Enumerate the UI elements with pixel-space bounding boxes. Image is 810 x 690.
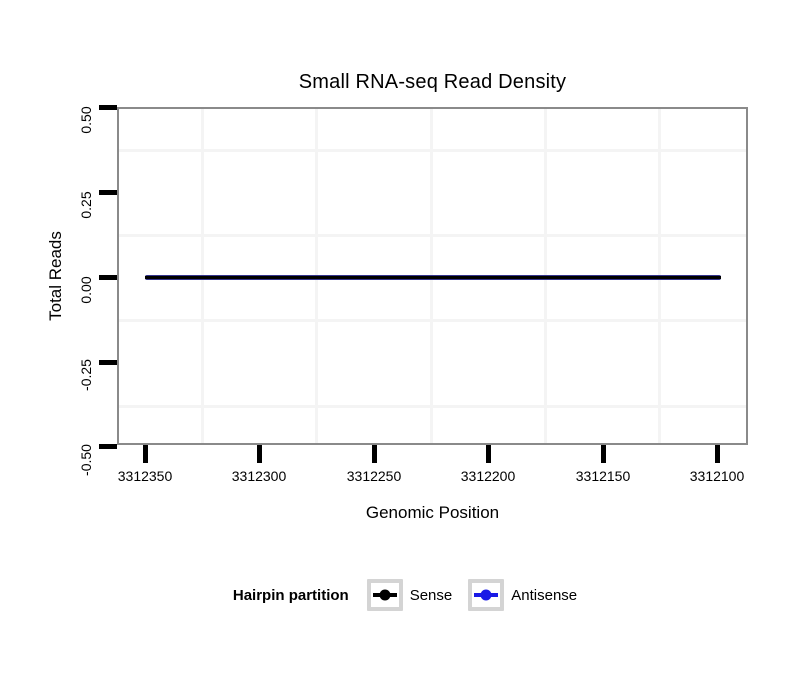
x-tick-label: 3312200	[460, 468, 516, 484]
x-axis-title: Genomic Position	[365, 503, 500, 522]
y-tick-label: -0.50	[78, 444, 94, 476]
y-axis-title: Total Reads	[46, 231, 65, 321]
y-tick-label: -0.25	[78, 359, 94, 391]
y-tick-mark	[99, 444, 117, 449]
x-tick-label: 3312100	[689, 468, 745, 484]
x-tick-label: 3312150	[575, 468, 631, 484]
antisense-series-line	[145, 275, 721, 280]
legend-key-sense	[366, 579, 403, 611]
x-tick-label: 3312300	[231, 468, 287, 484]
y-tick-label: 0.00	[78, 276, 94, 304]
y-tick-mark	[99, 275, 117, 280]
minor-gridline-horizontal	[119, 149, 746, 152]
legend-title: Hairpin partition	[232, 586, 349, 604]
plot-panel	[117, 107, 748, 445]
x-tick-label: 3312350	[117, 468, 173, 484]
y-tick-mark	[99, 105, 117, 110]
x-tick-mark	[143, 445, 148, 463]
antisense-point-icon	[480, 589, 492, 601]
chart-title: Small RNA-seq Read Density	[298, 71, 567, 93]
x-tick-mark	[257, 445, 262, 463]
y-tick-label: 0.50	[78, 106, 94, 134]
x-tick-label: 3312250	[346, 468, 402, 484]
minor-gridline-horizontal	[119, 319, 746, 322]
minor-gridline-horizontal	[119, 234, 746, 237]
sense-series-line	[145, 276, 721, 279]
x-tick-mark	[372, 445, 377, 463]
legend-label-antisense: Antisense	[511, 586, 578, 604]
legend: Hairpin partition Sense Antisense	[0, 577, 810, 613]
x-tick-mark	[601, 445, 606, 463]
legend-label-sense: Sense	[409, 586, 453, 604]
x-tick-mark	[486, 445, 491, 463]
y-tick-mark	[99, 360, 117, 365]
legend-key-antisense	[468, 579, 505, 611]
minor-gridline-horizontal	[119, 405, 746, 408]
sense-point-icon	[379, 589, 391, 601]
x-tick-mark	[715, 445, 720, 463]
y-tick-mark	[99, 190, 117, 195]
y-tick-label: 0.25	[78, 191, 94, 219]
